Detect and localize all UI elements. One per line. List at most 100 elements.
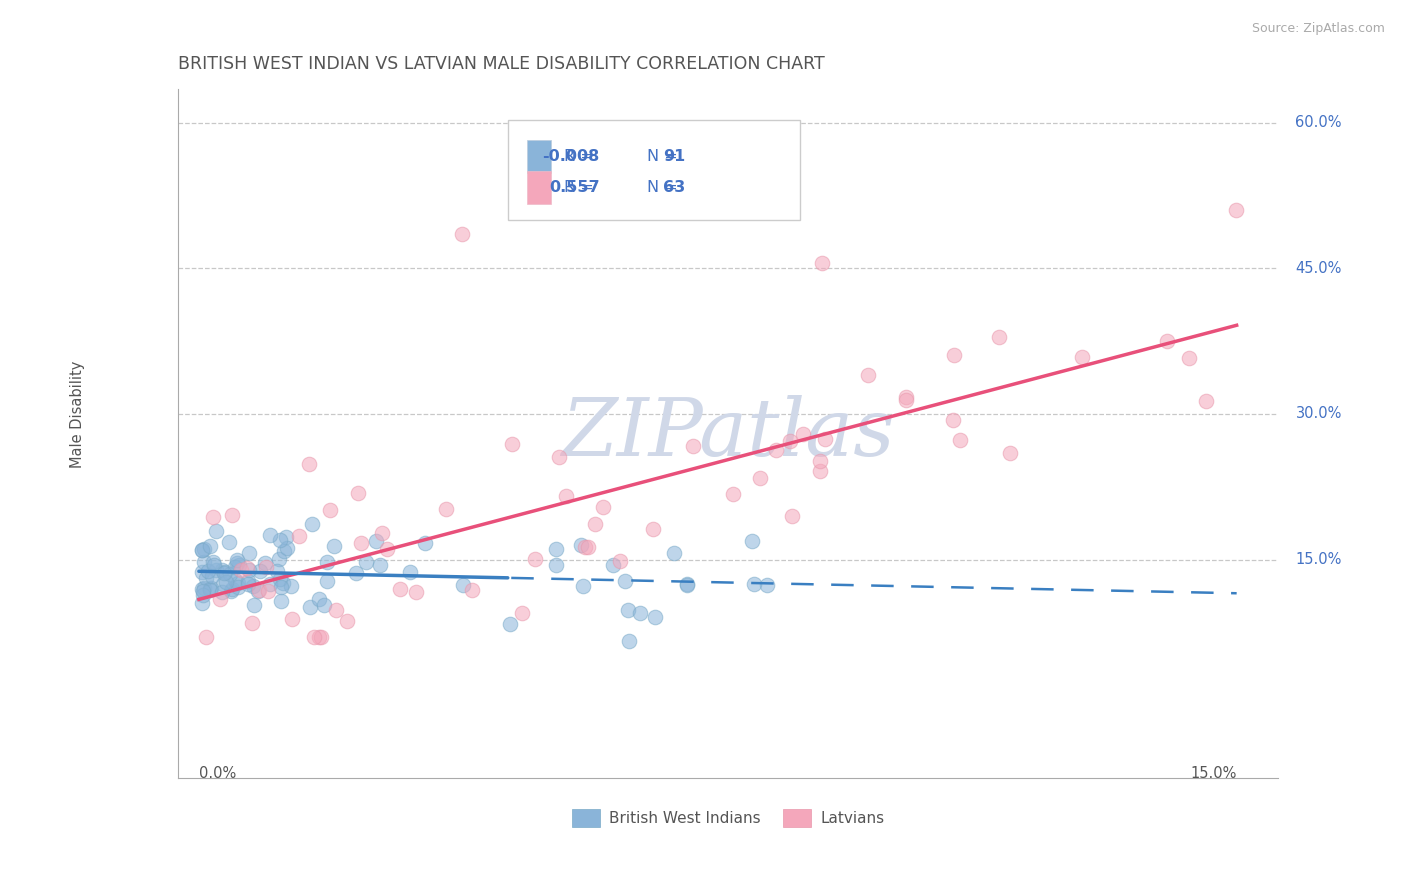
- Point: [226, 552, 249, 566]
- Point: [221, 508, 243, 523]
- Point: [749, 471, 772, 485]
- Text: 63: 63: [664, 179, 685, 194]
- Text: ZIPatlas: ZIPatlas: [561, 394, 894, 472]
- Point: [780, 509, 803, 524]
- Point: [238, 546, 260, 560]
- Point: [270, 594, 292, 608]
- Point: [399, 565, 422, 579]
- Point: [315, 574, 337, 588]
- Point: [308, 631, 330, 645]
- Text: BRITISH WEST INDIAN VS LATVIAN MALE DISABILITY CORRELATION CHART: BRITISH WEST INDIAN VS LATVIAN MALE DISA…: [179, 55, 825, 73]
- Point: [942, 348, 965, 362]
- Point: [242, 579, 264, 593]
- Point: [450, 227, 472, 242]
- Point: [336, 614, 359, 628]
- Point: [205, 524, 228, 538]
- Point: [236, 577, 259, 591]
- Point: [316, 556, 339, 570]
- Point: [302, 631, 325, 645]
- Point: [201, 569, 224, 583]
- Point: [214, 565, 236, 579]
- FancyBboxPatch shape: [508, 120, 800, 219]
- Point: [609, 554, 631, 568]
- Point: [280, 611, 302, 625]
- Point: [200, 583, 222, 598]
- Point: [224, 559, 246, 574]
- Point: [1195, 393, 1218, 408]
- Point: [191, 565, 214, 579]
- Point: [254, 559, 277, 574]
- Point: [998, 446, 1021, 460]
- Point: [524, 552, 547, 566]
- Point: [193, 556, 215, 570]
- Point: [276, 541, 298, 556]
- Point: [501, 437, 523, 451]
- Point: [254, 556, 277, 570]
- Point: [569, 538, 592, 552]
- Point: [240, 616, 263, 631]
- Point: [1178, 351, 1201, 365]
- Text: R =: R =: [564, 179, 593, 194]
- Point: [238, 563, 260, 577]
- Point: [682, 439, 704, 453]
- Point: [191, 542, 214, 557]
- Point: [193, 581, 215, 595]
- FancyBboxPatch shape: [527, 140, 551, 173]
- Point: [1156, 334, 1178, 348]
- Point: [814, 432, 837, 446]
- Point: [191, 584, 214, 599]
- Point: [228, 558, 250, 572]
- Point: [219, 566, 242, 581]
- Point: [675, 577, 697, 591]
- FancyBboxPatch shape: [527, 170, 551, 203]
- Point: [226, 576, 249, 591]
- Point: [280, 579, 302, 593]
- Point: [242, 599, 264, 613]
- Text: 45.0%: 45.0%: [1295, 260, 1341, 276]
- Point: [628, 606, 651, 620]
- Point: [741, 534, 763, 549]
- Point: [988, 329, 1011, 343]
- Point: [375, 542, 398, 557]
- Point: [191, 542, 214, 557]
- Point: [269, 533, 291, 547]
- Point: [434, 501, 457, 516]
- Point: [576, 541, 599, 555]
- Point: [949, 433, 972, 447]
- Text: N =: N =: [647, 149, 678, 164]
- Point: [810, 256, 832, 270]
- Point: [266, 564, 288, 578]
- Point: [298, 458, 321, 472]
- Point: [200, 581, 222, 595]
- Point: [755, 578, 778, 592]
- Legend: British West Indians, Latvians: British West Indians, Latvians: [567, 803, 890, 832]
- Point: [571, 579, 593, 593]
- Point: [613, 574, 636, 588]
- Point: [602, 558, 624, 573]
- Point: [546, 541, 568, 556]
- Point: [221, 582, 243, 597]
- Point: [325, 603, 347, 617]
- Point: [211, 563, 233, 577]
- Point: [644, 610, 666, 624]
- Point: [301, 517, 323, 532]
- Point: [224, 573, 246, 587]
- Point: [413, 536, 436, 550]
- Point: [236, 560, 259, 574]
- Point: [193, 541, 215, 556]
- Point: [247, 583, 270, 598]
- Point: [451, 577, 474, 591]
- Text: -0.008: -0.008: [543, 149, 599, 164]
- Point: [225, 556, 247, 570]
- Text: Male Disability: Male Disability: [70, 360, 86, 467]
- Text: N =: N =: [647, 179, 678, 194]
- Point: [662, 546, 685, 560]
- Point: [269, 572, 291, 586]
- Point: [309, 631, 332, 645]
- Point: [194, 631, 217, 645]
- Point: [308, 591, 330, 606]
- Point: [405, 585, 427, 599]
- Point: [214, 566, 236, 580]
- Text: 15.0%: 15.0%: [1191, 765, 1237, 780]
- Point: [858, 368, 880, 382]
